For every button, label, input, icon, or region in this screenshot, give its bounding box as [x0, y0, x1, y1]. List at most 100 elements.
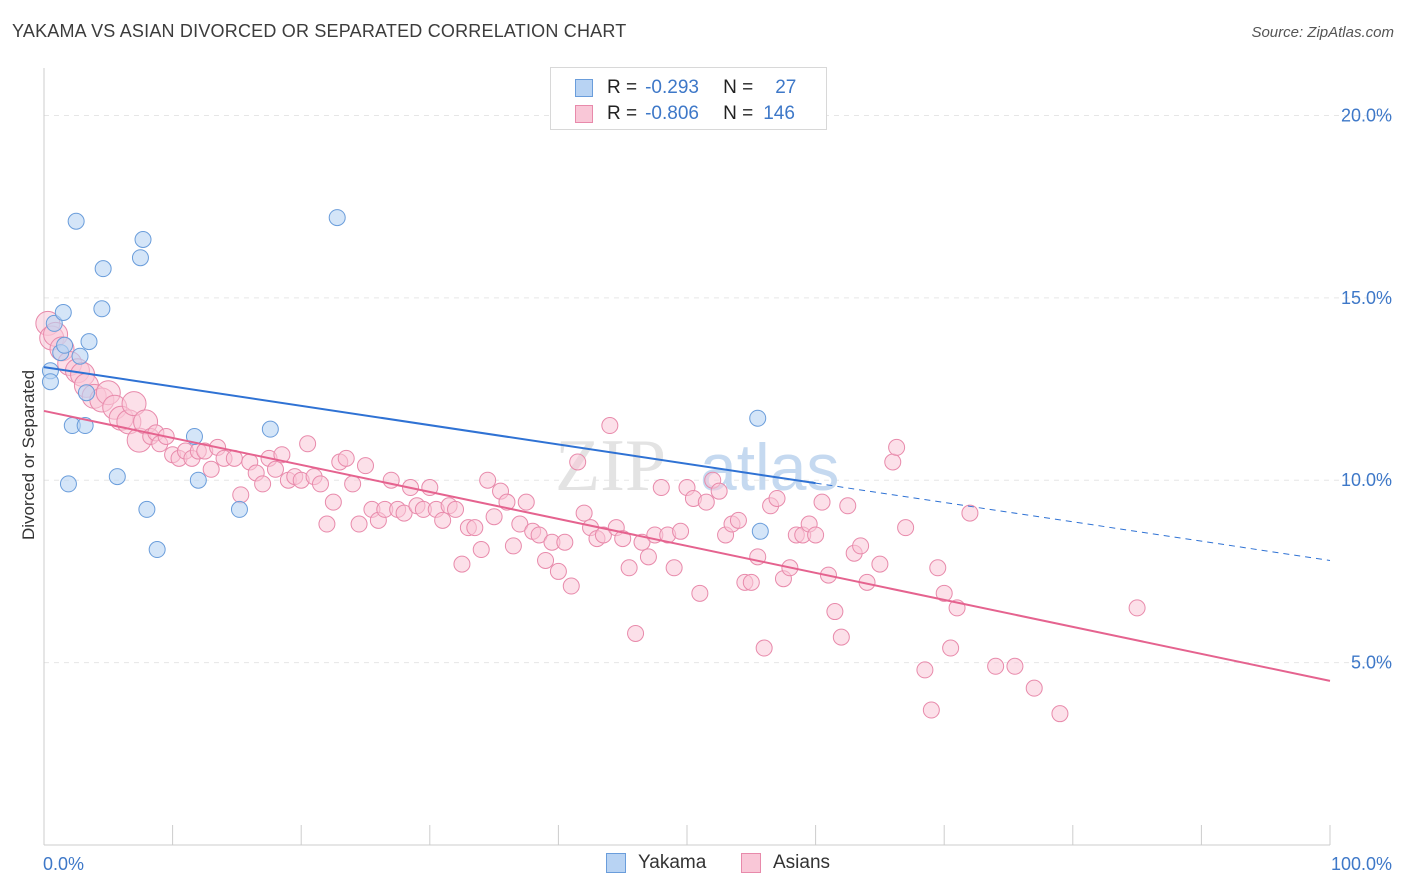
asians-point — [601, 417, 619, 435]
asians-point — [929, 559, 947, 577]
y-axis-label: Divorced or Separated — [19, 370, 38, 540]
yakama-point — [189, 471, 207, 489]
x-tick-label-min: 0.0% — [43, 854, 84, 874]
legend-swatch-yakama — [606, 853, 626, 873]
series-legend: Yakama Asians — [0, 852, 1406, 878]
asians-point — [311, 475, 329, 493]
yakama-point — [93, 300, 111, 318]
asians-point — [768, 489, 786, 507]
yakama-point — [76, 417, 94, 435]
yakama-point — [108, 468, 126, 486]
yakama-point — [94, 260, 112, 278]
yakama-point — [751, 522, 769, 540]
asians-point — [697, 493, 715, 511]
asians-point — [884, 453, 902, 471]
asians-point — [832, 628, 850, 646]
asians-point — [530, 526, 548, 544]
asians-point — [871, 555, 889, 573]
asians-point — [729, 511, 747, 529]
asians-point — [466, 519, 484, 537]
asians-point — [575, 504, 593, 522]
asians-point — [594, 526, 612, 544]
asians-point — [1025, 679, 1043, 697]
asians-point — [202, 460, 220, 478]
yakama-point — [749, 409, 767, 427]
yakama-point — [230, 500, 248, 518]
yakama-point — [41, 373, 59, 391]
stats-legend: R = -0.293 N = 27 R = -0.806 N = 146 — [550, 67, 827, 130]
legend-n-value: 146 — [763, 103, 795, 124]
asians-point — [479, 471, 497, 489]
legend-label-asians: Asians — [773, 852, 831, 873]
asians-point — [652, 479, 670, 497]
asians-point — [498, 493, 516, 511]
asians-point — [1128, 599, 1146, 617]
yakama-point — [148, 541, 166, 559]
legend-row-yakama: R = -0.293 N = 27 — [575, 76, 796, 100]
asians-point — [447, 500, 465, 518]
asians-point — [537, 551, 555, 569]
y-tick-label: 10.0% — [1341, 470, 1392, 490]
y-tick-label: 15.0% — [1341, 288, 1392, 308]
asians-point — [916, 661, 934, 679]
asians-point — [665, 559, 683, 577]
asians-point — [942, 639, 960, 657]
asians-point — [517, 493, 535, 511]
asians-point — [357, 457, 374, 475]
legend-n-label: N = — [723, 103, 754, 124]
asians-point — [232, 486, 250, 504]
legend-row-asians: R = -0.806 N = 146 — [575, 102, 795, 126]
asians-point — [556, 533, 574, 551]
asians-point — [254, 475, 272, 493]
asians-point — [344, 475, 362, 493]
series-yakama-points — [41, 209, 769, 559]
asians-point — [395, 504, 413, 522]
asians-point — [549, 562, 567, 580]
yakama-point — [134, 230, 152, 248]
asians-point — [888, 438, 906, 456]
asians-point — [627, 624, 645, 642]
asians-point — [318, 515, 336, 533]
asians-point — [987, 657, 1005, 675]
yakama-trend-line — [43, 366, 816, 485]
legend-item-yakama: Yakama — [606, 852, 706, 874]
asians-point — [807, 526, 825, 544]
asians-point — [1006, 657, 1024, 675]
yakama-point — [67, 212, 85, 230]
asians-point — [839, 497, 857, 515]
yakama-point — [45, 314, 63, 332]
asians-point — [897, 519, 915, 537]
legend-r-value: -0.293 — [645, 77, 699, 98]
yakama-point — [54, 303, 72, 321]
yakama-trend-extension — [815, 482, 1331, 561]
yakama-point — [261, 420, 279, 438]
yakama-point — [56, 336, 74, 354]
asians-point — [511, 515, 529, 533]
asians-point — [710, 482, 728, 500]
asians-point — [639, 548, 657, 566]
asians-point — [337, 449, 355, 467]
asians-trend-line — [43, 409, 1331, 682]
asians-point — [935, 584, 953, 602]
legend-swatch-asians — [575, 105, 593, 123]
legend-r-label: R = — [607, 103, 638, 124]
asians-point — [755, 639, 773, 657]
chart-source: Source: ZipAtlas.com — [1251, 24, 1394, 41]
yakama-point — [131, 249, 149, 267]
asians-point — [299, 435, 317, 453]
asians-point — [1051, 705, 1069, 723]
legend-n-label: N = — [723, 77, 754, 98]
yakama-point — [59, 475, 77, 493]
yakama-point — [138, 500, 156, 518]
asians-point — [472, 541, 490, 559]
asians-point — [569, 453, 587, 471]
asians-point — [813, 493, 831, 511]
asians-point — [453, 555, 471, 573]
grid-lines — [44, 114, 1392, 664]
asians-point — [742, 573, 760, 591]
chart-title: YAKAMA VS ASIAN DIVORCED OR SEPARATED CO… — [12, 21, 627, 41]
axes — [43, 68, 1331, 846]
asians-point — [852, 537, 870, 555]
asians-point — [266, 460, 284, 478]
legend-swatch-asians — [741, 853, 761, 873]
